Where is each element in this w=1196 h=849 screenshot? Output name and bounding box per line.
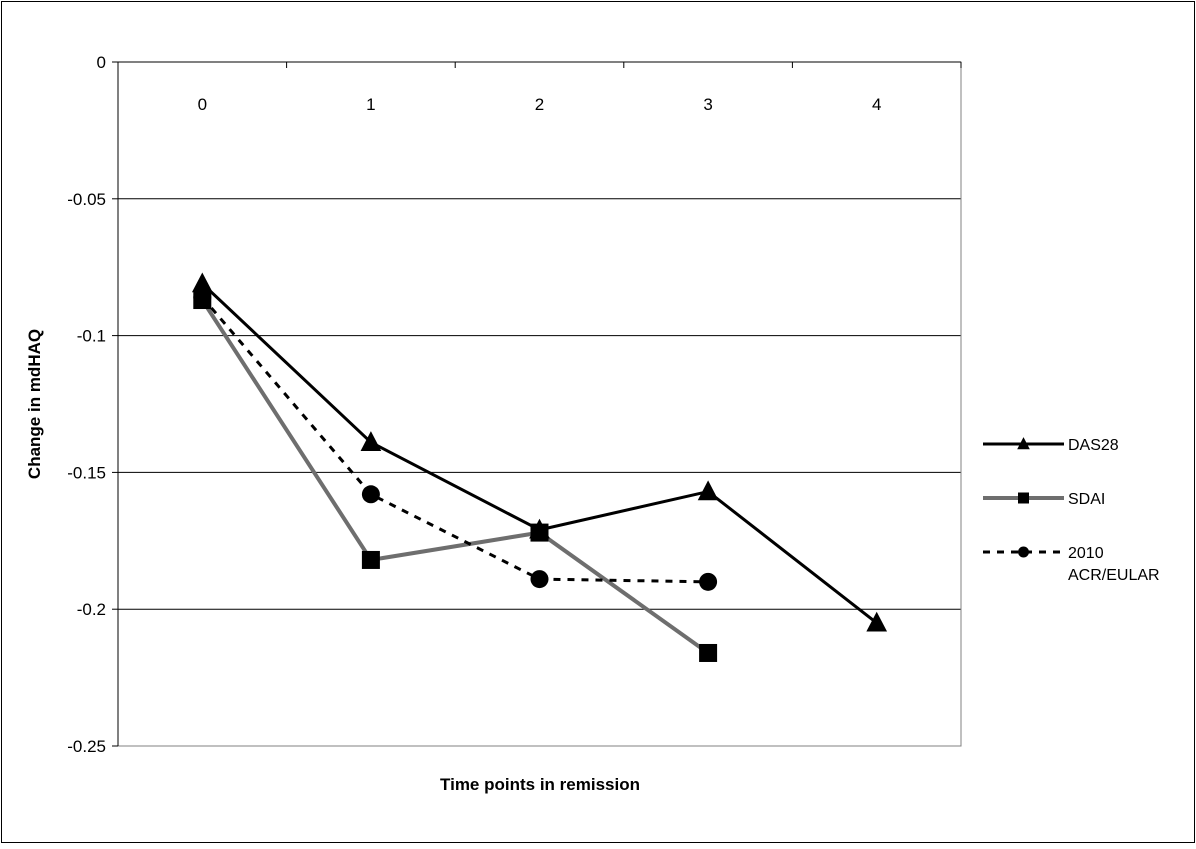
- legend-marker: [1017, 437, 1030, 450]
- data-point-2010-acr-eular: [193, 288, 212, 307]
- y-tick-label: -0.05: [67, 190, 106, 209]
- y-tick-label: -0.15: [67, 463, 106, 482]
- data-point-das28: [360, 431, 382, 451]
- y-tick-label: -0.25: [67, 737, 106, 756]
- x-tick-label: 3: [703, 95, 712, 114]
- data-point-sdai: [699, 643, 718, 662]
- legend: DAS28 SDAI 2010 ACR/EULAR: [983, 437, 1160, 584]
- y-tick-label: -0.2: [77, 600, 106, 619]
- data-point-das28: [191, 272, 213, 293]
- x-tick-label: 4: [872, 95, 881, 114]
- data-point-2010-acr-eular: [361, 485, 380, 504]
- data-point-das28: [697, 480, 719, 501]
- series-line-2010-acr-eular: [201, 296, 709, 584]
- data-point-2010-acr-eular: [699, 572, 718, 591]
- series-line-sdai: [200, 298, 710, 655]
- y-tick-label: 0: [97, 53, 106, 72]
- series-layer: [191, 272, 888, 662]
- x-axis-label: Time points in remission: [440, 775, 640, 794]
- y-tick-label: -0.1: [77, 327, 106, 346]
- x-tick-label: 2: [535, 95, 544, 114]
- data-point-das28: [529, 518, 550, 539]
- x-tick-label: 0: [198, 95, 207, 114]
- legend-marker: [1018, 492, 1029, 504]
- legend-label: 2010 ACR/EULAR: [1068, 545, 1160, 584]
- legend-marker: [1018, 546, 1029, 558]
- data-point-sdai: [361, 550, 380, 569]
- data-point-2010-acr-eular: [530, 570, 549, 589]
- y-axis-label: Change in mdHAQ: [25, 329, 44, 479]
- legend-label: SDAI: [1068, 491, 1105, 508]
- legend-label: DAS28: [1068, 437, 1119, 454]
- x-tick-label: 1: [366, 95, 375, 114]
- data-point-das28: [866, 611, 888, 632]
- y-tick-labels: 0 -0.05 -0.1 -0.15 -0.2 -0.25: [67, 53, 118, 756]
- x-tick-labels: 0 1 2 3 4: [117, 61, 962, 746]
